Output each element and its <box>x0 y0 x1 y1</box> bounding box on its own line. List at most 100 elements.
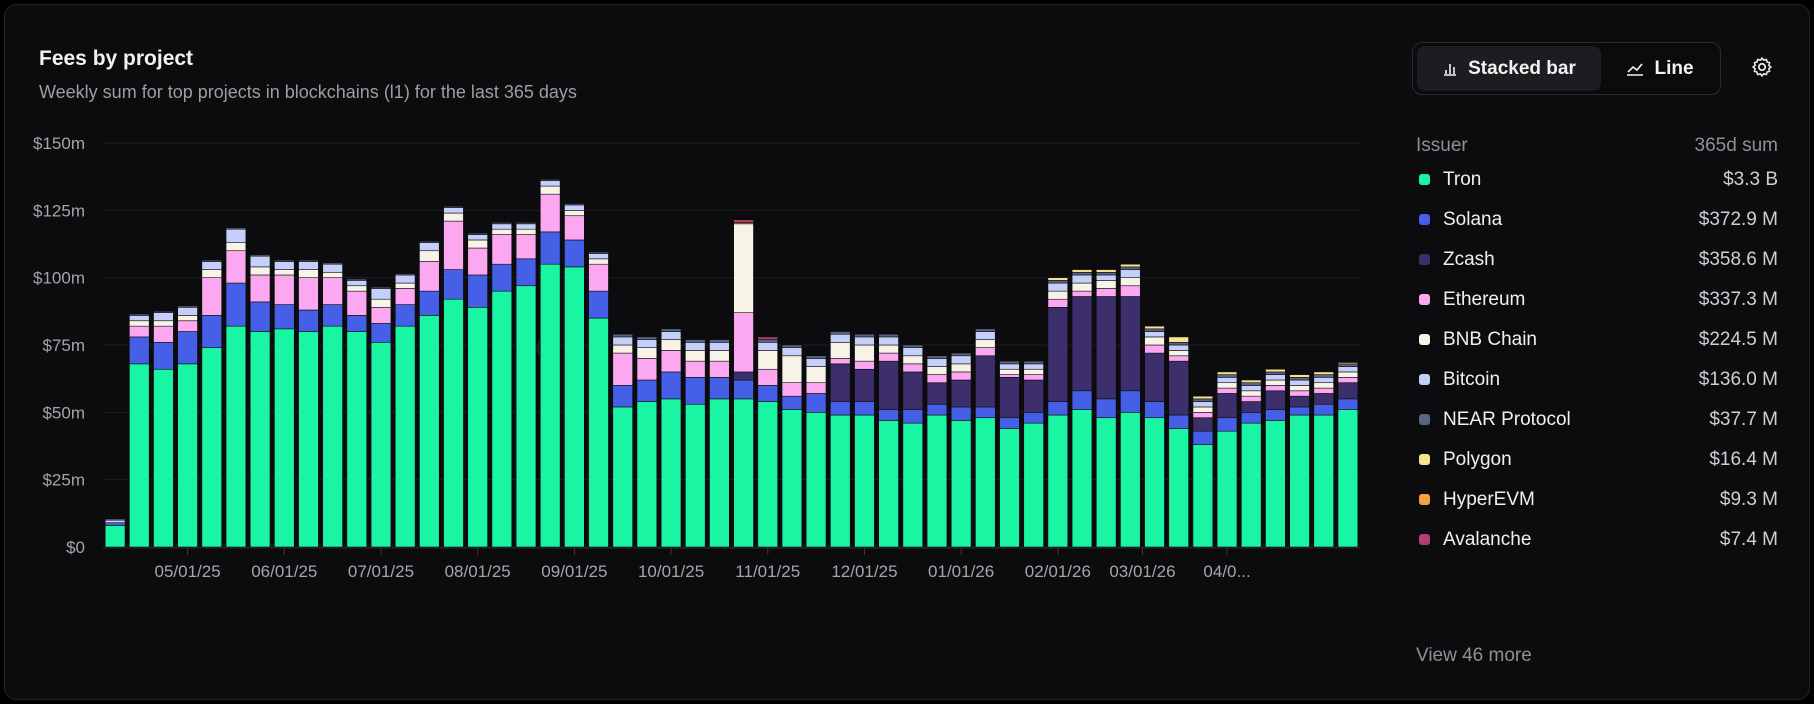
bar-segment-ethereum[interactable] <box>1168 355 1189 362</box>
bar-segment-tron[interactable] <box>902 422 924 548</box>
bar-segment-bitcoin[interactable] <box>975 331 996 340</box>
bar-segment-near-protocol[interactable] <box>588 251 609 254</box>
bar-segment-ethereum[interactable] <box>781 382 803 397</box>
bar-segment-ethereum[interactable] <box>757 368 778 386</box>
bar-segment-bitcoin[interactable] <box>177 306 198 316</box>
bar-segment-tron[interactable] <box>926 414 948 548</box>
bar-segment-solana[interactable] <box>636 379 658 402</box>
bar-segment-bnb-chain[interactable] <box>1168 350 1189 357</box>
bar-segment-bnb-chain[interactable] <box>781 355 803 383</box>
bar-segment-polygon[interactable] <box>1168 336 1189 343</box>
bar-segment-ethereum[interactable] <box>274 274 295 305</box>
line-button[interactable]: Line <box>1605 46 1715 91</box>
bar-segment-zcash[interactable] <box>733 371 754 381</box>
bar-segment-near-protocol[interactable] <box>1071 271 1093 276</box>
bar-segment-tron[interactable] <box>781 409 803 548</box>
bar-segment-near-protocol[interactable] <box>467 232 488 235</box>
bar-segment-near-protocol[interactable] <box>394 273 416 276</box>
bar-segment-bnb-chain[interactable] <box>999 368 1020 375</box>
bar-segment-tron[interactable] <box>1047 414 1069 548</box>
bar-segment-bnb-chain[interactable] <box>153 320 174 327</box>
bar-segment-bnb-chain[interactable] <box>975 339 996 348</box>
bar-segment-zcash[interactable] <box>926 382 948 405</box>
bar-segment-ethereum[interactable] <box>491 234 513 265</box>
bar-segment-solana[interactable] <box>878 409 899 421</box>
bar-segment-near-protocol[interactable] <box>104 518 126 521</box>
bar-segment-ethereum[interactable] <box>298 277 319 311</box>
bar-segment-bitcoin[interactable] <box>129 315 150 322</box>
bar-segment-bitcoin[interactable] <box>612 336 633 346</box>
bar-segment-zcash[interactable] <box>1337 382 1359 400</box>
bar-segment-ethereum[interactable] <box>1192 412 1214 419</box>
bar-segment-near-protocol[interactable] <box>1241 382 1262 386</box>
bar-segment-bnb-chain[interactable] <box>1241 390 1262 397</box>
bar-segment-near-protocol[interactable] <box>805 355 827 359</box>
bar-segment-bnb-chain[interactable] <box>346 285 368 292</box>
bar-segment-tron[interactable] <box>177 363 198 548</box>
bar-segment-avalanche[interactable] <box>733 219 754 223</box>
bar-segment-near-protocol[interactable] <box>926 355 948 359</box>
bar-segment-bitcoin[interactable] <box>781 347 803 357</box>
bar-segment-solana[interactable] <box>467 274 488 308</box>
bar-segment-bnb-chain[interactable] <box>878 344 899 354</box>
bar-segment-near-protocol[interactable] <box>201 259 222 262</box>
bar-segment-solana[interactable] <box>274 304 295 330</box>
bar-segment-solana[interactable] <box>1337 398 1359 410</box>
bar-segment-solana[interactable] <box>539 231 561 265</box>
bar-segment-near-protocol[interactable] <box>1337 363 1359 367</box>
bar-segment-near-protocol[interactable] <box>975 328 996 332</box>
bar-segment-tron[interactable] <box>298 331 319 548</box>
bar-segment-polygon[interactable] <box>1313 371 1334 375</box>
bar-segment-near-protocol[interactable] <box>177 305 198 308</box>
bar-segment-ethereum[interactable] <box>443 220 464 270</box>
bar-segment-bnb-chain[interactable] <box>249 266 271 276</box>
legend-item[interactable]: Zcash $358.6 M <box>1416 245 1778 275</box>
bar-segment-zcash[interactable] <box>1120 296 1141 392</box>
bar-segment-near-protocol[interactable] <box>298 259 319 262</box>
bar-segment-bitcoin[interactable] <box>274 261 295 270</box>
bar-segment-solana[interactable] <box>225 282 247 327</box>
bar-segment-bnb-chain[interactable] <box>298 269 319 278</box>
legend-item[interactable]: Polygon $16.4 M <box>1416 445 1778 475</box>
bar-segment-near-protocol[interactable] <box>1168 342 1189 346</box>
bar-segment-bnb-chain[interactable] <box>370 298 392 308</box>
bar-segment-bitcoin[interactable] <box>515 223 537 230</box>
bar-segment-tron[interactable] <box>588 317 609 548</box>
bar-segment-solana[interactable] <box>129 336 150 365</box>
bar-segment-solana[interactable] <box>346 315 368 332</box>
bar-segment-ethereum[interactable] <box>129 325 150 338</box>
bar-segment-near-protocol[interactable] <box>1120 266 1141 270</box>
bar-segment-polygon[interactable] <box>1095 269 1117 273</box>
bar-segment-ethereum[interactable] <box>1289 390 1310 397</box>
bar-segment-zcash[interactable] <box>975 355 996 408</box>
bar-segment-zcash[interactable] <box>1095 296 1117 400</box>
bar-segment-bitcoin[interactable] <box>1192 401 1214 408</box>
bar-segment-polygon[interactable] <box>1047 277 1069 281</box>
bar-segment-ethereum[interactable] <box>539 193 561 233</box>
bar-segment-tron[interactable] <box>1120 412 1141 548</box>
bar-segment-solana[interactable] <box>419 290 440 316</box>
bar-segment-solana[interactable] <box>950 406 972 421</box>
bar-segment-bitcoin[interactable] <box>1265 374 1286 381</box>
bar-segment-near-protocol[interactable] <box>443 205 464 208</box>
bar-segment-solana[interactable] <box>999 417 1020 429</box>
bar-segment-polygon[interactable] <box>1216 371 1238 375</box>
bar-segment-polygon[interactable] <box>1071 269 1093 273</box>
bar-segment-near-protocol[interactable] <box>636 336 658 340</box>
bar-segment-polygon[interactable] <box>1337 362 1359 365</box>
bar-segment-ethereum[interactable] <box>950 371 972 381</box>
bar-segment-bitcoin[interactable] <box>370 288 392 300</box>
bar-segment-zcash[interactable] <box>1265 390 1286 410</box>
bar-segment-ethereum[interactable] <box>467 247 488 276</box>
bar-segment-bnb-chain[interactable] <box>274 269 295 276</box>
bar-segment-bitcoin[interactable] <box>950 355 972 365</box>
bar-segment-tron[interactable] <box>1095 417 1117 548</box>
bar-segment-zcash[interactable] <box>1168 360 1189 416</box>
view-more-link[interactable]: View 46 more <box>1416 645 1532 666</box>
bar-segment-bnb-chain[interactable] <box>685 350 706 362</box>
bar-segment-solana[interactable] <box>709 377 730 400</box>
bar-segment-tron[interactable] <box>950 420 972 548</box>
bar-segment-tron[interactable] <box>370 342 392 548</box>
bar-segment-polygon[interactable] <box>1289 374 1310 378</box>
bar-segment-solana[interactable] <box>1313 403 1334 416</box>
